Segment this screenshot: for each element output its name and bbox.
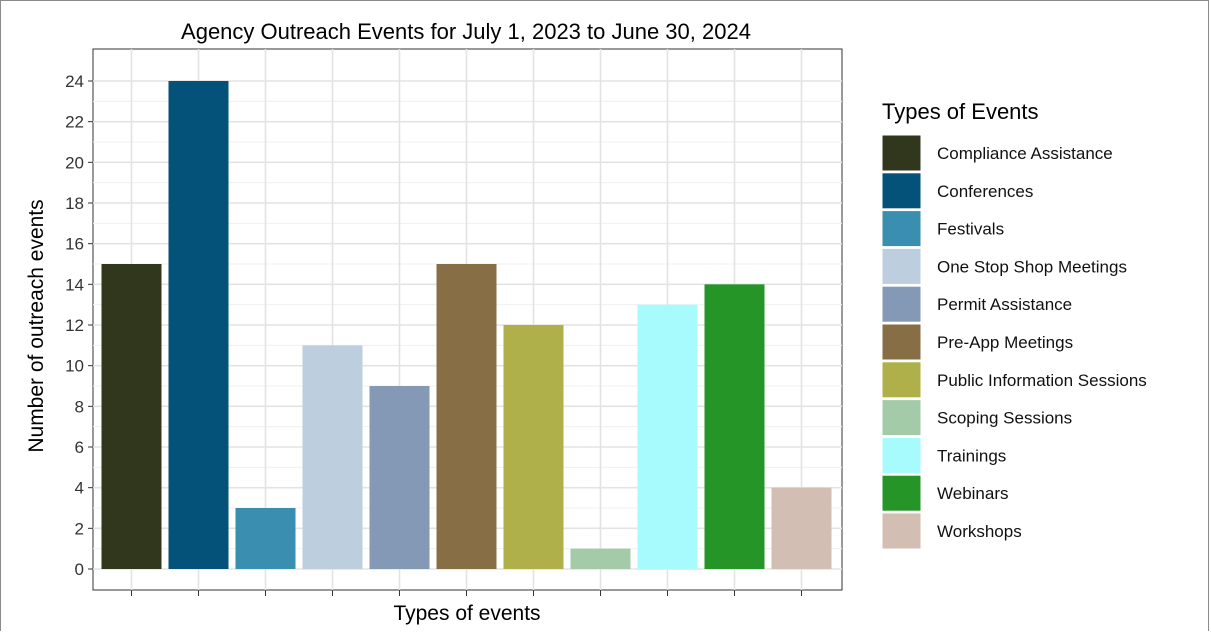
bar-workshops — [771, 487, 832, 569]
legend-label: One Stop Shop Meetings — [937, 257, 1127, 276]
y-tick-label: 8 — [75, 397, 84, 416]
legend-key — [881, 323, 922, 361]
legend-key — [881, 436, 922, 474]
y-tick-label: 0 — [75, 560, 84, 579]
y-tick-label: 12 — [65, 316, 84, 335]
bar-conferences — [168, 81, 229, 569]
bar-trainings — [637, 304, 698, 569]
legend-label: Festivals — [937, 220, 1004, 239]
legend-label: Scoping Sessions — [937, 409, 1072, 428]
legend-label: Webinars — [937, 484, 1009, 503]
bar-pre-app-meetings — [436, 264, 497, 569]
bar-public-information-sessions — [503, 325, 564, 569]
legend-label: Pre-App Meetings — [937, 333, 1073, 352]
y-tick-label: 22 — [65, 113, 84, 132]
y-tick-label: 20 — [65, 153, 84, 172]
legend-label: Compliance Assistance — [937, 144, 1113, 163]
legend-items: Compliance Assistance Conferences Festival… — [881, 134, 1147, 550]
y-tick-label: 16 — [65, 235, 84, 254]
legend-key — [881, 474, 922, 512]
legend-label: Workshops — [937, 522, 1022, 541]
bar-one-stop-shop-meetings — [302, 345, 363, 569]
y-tick-label: 2 — [75, 519, 84, 538]
x-axis — [131, 590, 802, 596]
legend-key — [881, 361, 922, 399]
bar-webinars — [704, 284, 765, 569]
x-axis-title: Types of events — [393, 602, 540, 625]
legend-key — [881, 399, 922, 437]
legend-label: Trainings — [937, 446, 1006, 465]
legend: Types of Events Compliance Assistance Con… — [881, 99, 1147, 550]
y-tick-label: 10 — [65, 357, 84, 376]
bar-compliance-assistance — [101, 264, 162, 569]
legend-key — [881, 512, 922, 550]
y-axis-title: Number of outreach events — [25, 199, 48, 452]
bar-festivals — [235, 508, 296, 569]
y-tick-label: 24 — [65, 72, 84, 91]
bar-scoping-sessions — [570, 548, 631, 569]
y-tick-label: 4 — [75, 479, 84, 498]
chart-title: Agency Outreach Events for July 1, 2023 … — [181, 19, 751, 44]
legend-key — [881, 134, 922, 172]
legend-title: Types of Events — [882, 99, 1039, 124]
legend-key — [881, 247, 922, 285]
y-tick-label: 6 — [75, 438, 84, 457]
legend-key — [881, 210, 922, 248]
bars — [101, 81, 832, 569]
legend-label: Conferences — [937, 182, 1033, 201]
y-tick-label: 14 — [65, 275, 84, 294]
y-tick-label: 18 — [65, 194, 84, 213]
bar-permit-assistance — [369, 386, 430, 569]
legend-label: Public Information Sessions — [937, 371, 1147, 390]
legend-key — [881, 172, 922, 210]
legend-key — [881, 285, 922, 323]
legend-label: Permit Assistance — [937, 295, 1072, 314]
